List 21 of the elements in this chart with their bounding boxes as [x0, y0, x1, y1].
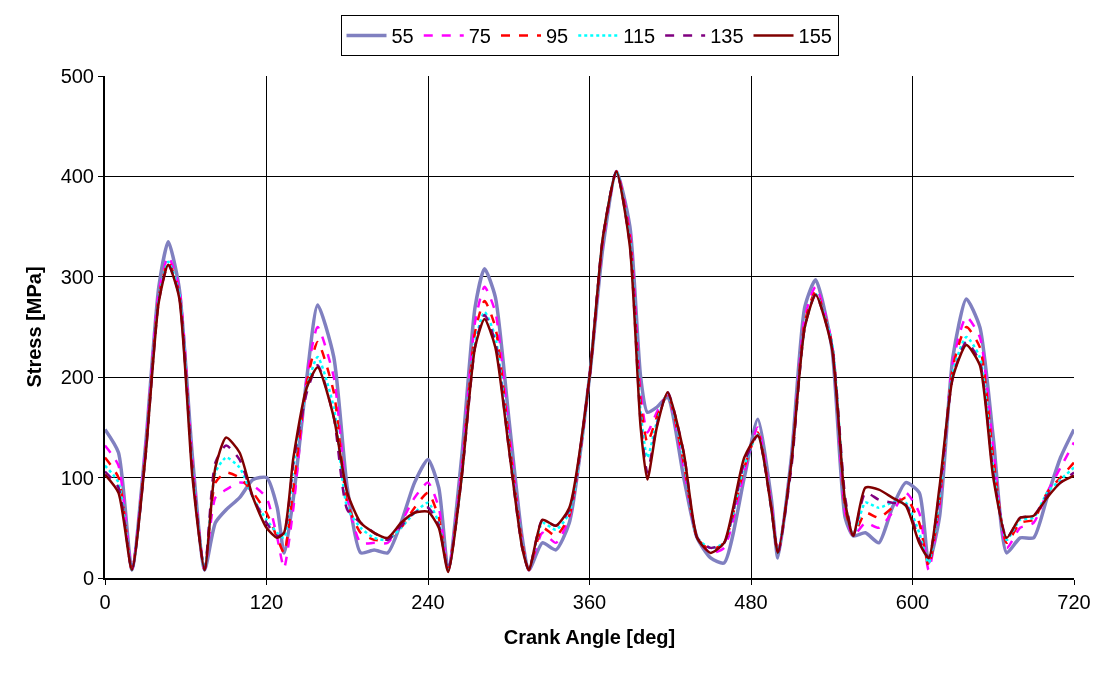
legend-label: 75: [468, 25, 491, 48]
y-tick-label: 500: [60, 65, 94, 87]
y-tick-label: 300: [60, 265, 94, 288]
y-tick-label: 400: [60, 165, 94, 188]
legend-label: 135: [710, 25, 744, 48]
legend-label: 115: [623, 25, 656, 48]
y-tick-label: 200: [60, 366, 94, 389]
legend-label: 155: [798, 25, 832, 48]
x-tick-label: 360: [572, 591, 607, 613]
y-axis-title: Stress [MPa]: [22, 266, 45, 388]
y-tick-label: 0: [82, 567, 94, 589]
y-tick-label: 100: [60, 466, 94, 489]
x-tick-label: 600: [895, 591, 930, 613]
legend-label: 95: [546, 25, 569, 48]
x-tick-label: 720: [1057, 591, 1091, 613]
x-tick-label: 120: [249, 591, 284, 613]
legend-label: 55: [391, 25, 414, 48]
x-tick-label: 0: [99, 591, 111, 613]
x-axis-title: Crank Angle [deg]: [503, 626, 676, 648]
x-tick-label: 240: [411, 591, 445, 613]
x-tick-label: 480: [734, 591, 768, 613]
